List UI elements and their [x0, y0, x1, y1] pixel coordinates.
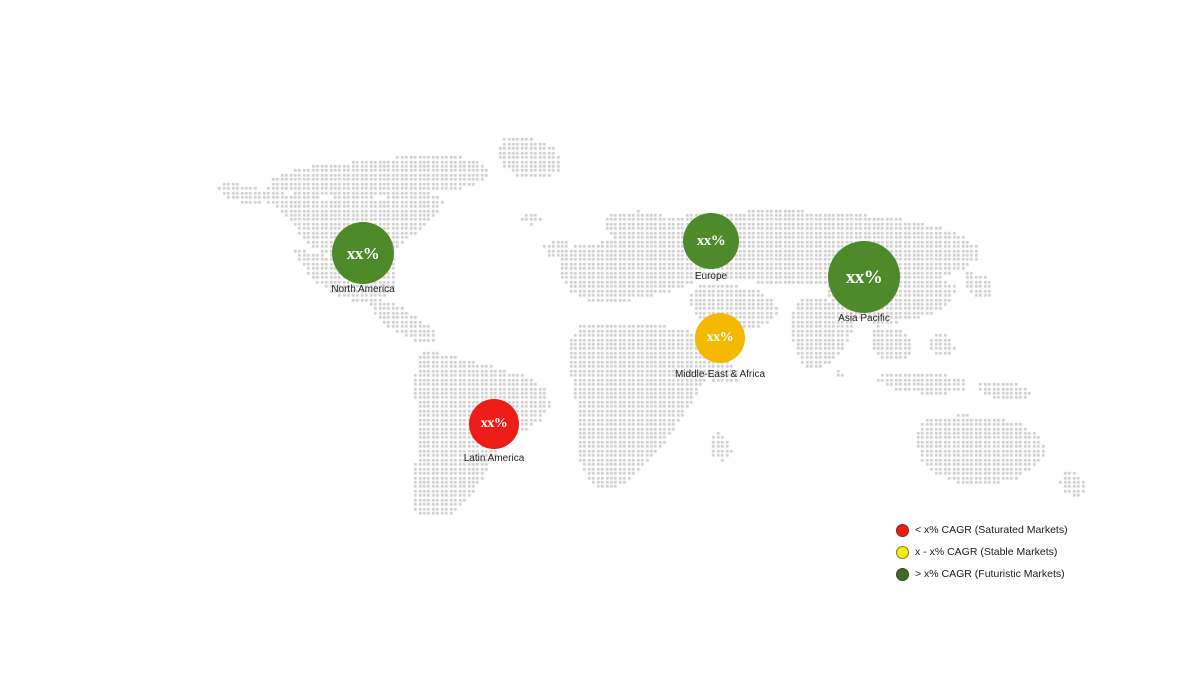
region-bubble-middle-east-africa[interactable]: xx% [695, 313, 745, 363]
region-bubble-latin-america[interactable]: xx% [469, 399, 519, 449]
legend-saturated-dot-icon [896, 523, 909, 537]
legend-futuristic-label: > x% CAGR (Futuristic Markets) [915, 567, 1065, 580]
legend-stable-label: x - x% CAGR (Stable Markets) [915, 545, 1058, 558]
legend-futuristic-dot-icon [896, 567, 909, 581]
region-label-latin-america: Latin America [463, 453, 525, 464]
region-label-north-america: North America [331, 284, 395, 295]
region-value-europe: xx% [696, 232, 726, 249]
region-value-north-america: xx% [346, 243, 380, 263]
legend-stable[interactable]: x - x% CAGR (Stable Markets) [896, 541, 1096, 563]
legend-saturated[interactable]: < x% CAGR (Saturated Markets) [896, 519, 1096, 541]
region-bubble-asia-pacific[interactable]: xx% [828, 241, 900, 313]
region-bubble-europe[interactable]: xx% [683, 213, 739, 269]
region-value-asia-pacific: xx% [845, 266, 883, 288]
region-label-asia-pacific: Asia Pacific [838, 313, 890, 324]
legend-saturated-label: < x% CAGR (Saturated Markets) [915, 523, 1068, 536]
legend-futuristic[interactable]: > x% CAGR (Futuristic Markets) [896, 563, 1096, 585]
region-value-latin-america: xx% [480, 416, 508, 431]
region-value-middle-east-africa: xx% [706, 330, 734, 345]
region-bubble-north-america[interactable]: xx% [332, 222, 394, 284]
region-label-europe: Europe [694, 271, 728, 282]
legend-stable-dot-icon [896, 545, 909, 559]
region-label-middle-east-africa: Middle-East & Africa [674, 369, 766, 380]
legend: < x% CAGR (Saturated Markets) x - x% CAGR… [896, 519, 1096, 585]
